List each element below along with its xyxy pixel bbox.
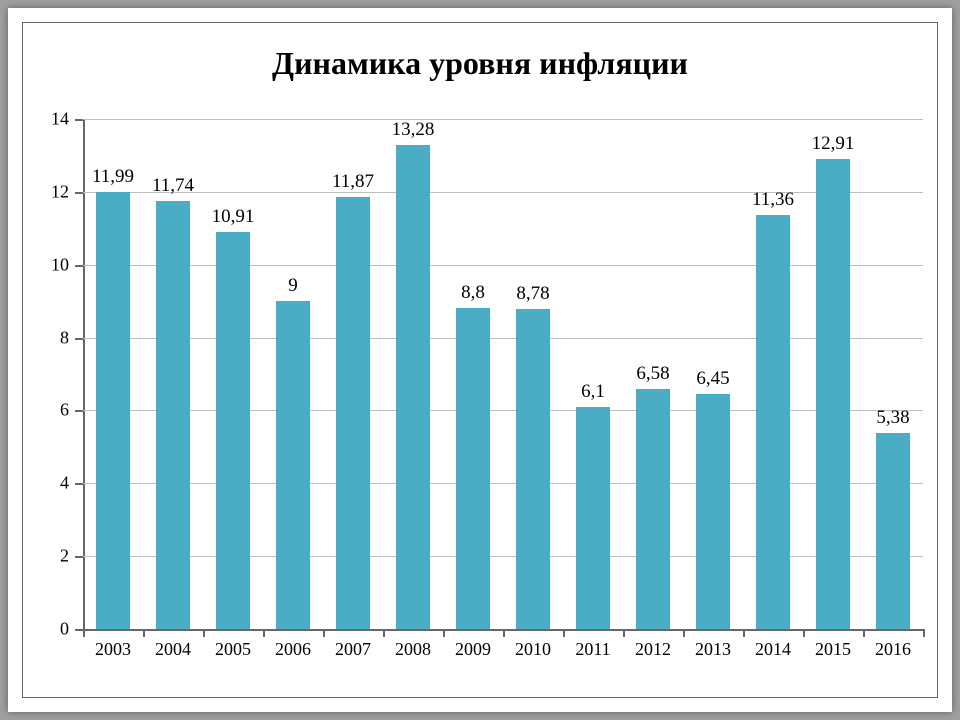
x-tick <box>863 629 865 637</box>
bar-value-label: 10,91 <box>212 206 255 228</box>
x-tick <box>263 629 265 637</box>
x-tick <box>923 629 925 637</box>
bar-value-label: 6,45 <box>696 368 729 390</box>
grid-line <box>83 556 923 557</box>
x-axis-label: 2014 <box>755 629 791 660</box>
x-axis-label: 2013 <box>695 629 731 660</box>
bar-value-label: 11,36 <box>752 189 794 211</box>
x-axis-label: 2005 <box>215 629 251 660</box>
x-axis-label: 2010 <box>515 629 551 660</box>
grid-line <box>83 410 923 411</box>
bar <box>636 389 671 629</box>
y-axis-label: 0 <box>60 619 83 640</box>
grid-line <box>83 192 923 193</box>
bar-value-label: 6,58 <box>636 363 669 385</box>
grid-line <box>83 265 923 266</box>
bar <box>576 407 611 629</box>
x-tick <box>83 629 85 637</box>
x-axis-label: 2006 <box>275 629 311 660</box>
slide-frame: Динамика уровня инфляции 0246810121411,9… <box>8 8 952 712</box>
bar <box>876 433 911 629</box>
x-tick <box>323 629 325 637</box>
grid-line <box>83 338 923 339</box>
x-tick <box>503 629 505 637</box>
x-axis-label: 2011 <box>575 629 610 660</box>
x-tick <box>623 629 625 637</box>
y-axis-label: 6 <box>60 400 83 421</box>
x-axis-label: 2008 <box>395 629 431 660</box>
x-tick <box>803 629 805 637</box>
bar-value-label: 11,87 <box>332 171 374 193</box>
x-axis-label: 2004 <box>155 629 191 660</box>
bar-value-label: 11,99 <box>92 166 134 188</box>
y-axis-label: 10 <box>51 254 83 275</box>
x-tick <box>143 629 145 637</box>
y-axis-label: 14 <box>51 109 83 130</box>
bar-value-label: 8,8 <box>461 282 485 304</box>
x-tick <box>383 629 385 637</box>
bar <box>216 232 251 629</box>
bar <box>756 215 791 629</box>
x-axis-label: 2003 <box>95 629 131 660</box>
y-axis-label: 2 <box>60 546 83 567</box>
bar <box>456 308 491 629</box>
y-axis-label: 12 <box>51 181 83 202</box>
chart-container: Динамика уровня инфляции 0246810121411,9… <box>22 22 938 698</box>
x-axis-label: 2016 <box>875 629 911 660</box>
bar-value-label: 11,74 <box>152 175 194 197</box>
x-axis-label: 2012 <box>635 629 671 660</box>
x-tick <box>563 629 565 637</box>
bar <box>336 197 371 629</box>
chart-title: Динамика уровня инфляции <box>23 45 937 82</box>
x-axis-label: 2015 <box>815 629 851 660</box>
x-tick <box>683 629 685 637</box>
grid-line <box>83 483 923 484</box>
y-axis-label: 4 <box>60 473 83 494</box>
bar <box>276 301 311 629</box>
bar-value-label: 6,1 <box>581 381 605 403</box>
y-axis-label: 8 <box>60 327 83 348</box>
x-tick <box>203 629 205 637</box>
grid-line <box>83 119 923 120</box>
bar <box>516 309 551 629</box>
bar <box>816 159 851 629</box>
bar-value-label: 8,78 <box>516 283 549 305</box>
x-tick <box>743 629 745 637</box>
y-axis <box>83 119 85 631</box>
x-axis-label: 2009 <box>455 629 491 660</box>
plot-area: 0246810121411,99200311,74200410,91200592… <box>83 119 923 629</box>
bar-value-label: 9 <box>288 275 298 297</box>
x-axis-label: 2007 <box>335 629 371 660</box>
x-tick <box>443 629 445 637</box>
bar-value-label: 13,28 <box>392 119 435 141</box>
bar <box>156 201 191 629</box>
bar <box>696 394 731 629</box>
bar-value-label: 12,91 <box>812 133 855 155</box>
bar-value-label: 5,38 <box>876 407 909 429</box>
bar <box>396 145 431 629</box>
bar <box>96 192 131 629</box>
